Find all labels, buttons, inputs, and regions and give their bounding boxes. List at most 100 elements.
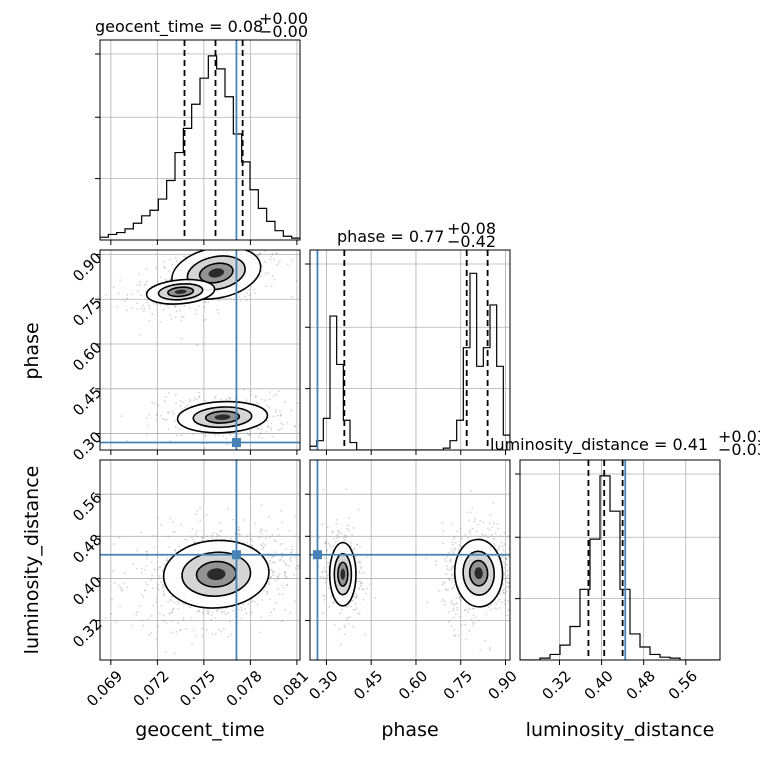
sample-point bbox=[240, 606, 243, 609]
sample-point bbox=[324, 578, 327, 581]
sample-point bbox=[144, 589, 147, 592]
sample-point bbox=[161, 584, 164, 586]
sample-point bbox=[257, 427, 259, 430]
x-tick-label: 0.75 bbox=[440, 667, 476, 703]
sample-point bbox=[182, 619, 185, 622]
sample-point bbox=[354, 596, 357, 599]
sample-point bbox=[156, 568, 159, 571]
sample-point bbox=[180, 523, 182, 526]
sample-point bbox=[277, 261, 280, 264]
sample-point bbox=[139, 280, 141, 283]
sample-point bbox=[477, 523, 479, 526]
sample-point bbox=[470, 490, 473, 493]
sample-point bbox=[285, 564, 288, 567]
sample-point bbox=[352, 548, 354, 551]
sample-point bbox=[146, 618, 149, 621]
sample-point bbox=[453, 635, 456, 637]
sample-point bbox=[161, 586, 164, 589]
sample-point bbox=[441, 521, 444, 524]
sample-point bbox=[326, 574, 329, 577]
sample-point bbox=[290, 545, 293, 548]
sample-point bbox=[250, 611, 253, 613]
sample-point bbox=[192, 629, 195, 632]
sample-point bbox=[141, 567, 143, 570]
sample-point bbox=[165, 559, 168, 562]
sample-point bbox=[498, 598, 501, 601]
sample-point bbox=[506, 614, 509, 617]
sample-point bbox=[323, 583, 325, 585]
sample-point bbox=[159, 566, 162, 568]
sample-point bbox=[189, 398, 192, 401]
sample-point bbox=[260, 544, 262, 546]
sample-point bbox=[450, 599, 453, 602]
sample-point bbox=[506, 569, 509, 572]
sample-point bbox=[175, 393, 177, 396]
sample-point bbox=[340, 532, 343, 534]
sample-point bbox=[221, 248, 223, 250]
sample-point bbox=[259, 631, 262, 634]
sample-point bbox=[485, 613, 488, 616]
sample-point bbox=[505, 564, 508, 566]
sample-point bbox=[335, 523, 338, 526]
x-tick-label: 0.078 bbox=[223, 667, 266, 710]
sample-point bbox=[250, 544, 253, 547]
sample-point bbox=[136, 283, 139, 286]
sample-point bbox=[177, 622, 179, 624]
sample-point bbox=[159, 320, 162, 323]
scatter-panel-content bbox=[100, 228, 303, 450]
sample-point bbox=[457, 593, 460, 595]
hist-step-line bbox=[100, 55, 300, 240]
sample-point bbox=[142, 624, 145, 627]
sample-point bbox=[457, 634, 460, 637]
sample-point bbox=[182, 617, 185, 620]
sample-point bbox=[274, 551, 277, 553]
sample-point bbox=[150, 577, 153, 580]
sample-point bbox=[216, 610, 219, 613]
sample-point bbox=[160, 414, 163, 417]
sample-point bbox=[112, 570, 114, 572]
sample-point bbox=[521, 609, 523, 611]
sample-point bbox=[464, 623, 466, 626]
sample-point bbox=[274, 601, 277, 604]
sample-point bbox=[270, 427, 272, 430]
sample-point bbox=[479, 649, 482, 652]
sample-point bbox=[122, 582, 125, 585]
sample-point bbox=[278, 559, 281, 561]
sample-point bbox=[471, 621, 474, 624]
sample-point bbox=[220, 609, 223, 612]
sample-point bbox=[507, 535, 510, 538]
sample-point bbox=[264, 261, 267, 263]
sample-point bbox=[487, 527, 489, 530]
sample-point bbox=[260, 398, 263, 401]
sample-point bbox=[327, 565, 329, 568]
sample-point bbox=[358, 572, 361, 575]
sample-point bbox=[277, 390, 280, 393]
sample-point bbox=[301, 409, 303, 411]
sample-point bbox=[469, 528, 472, 531]
sample-point bbox=[259, 530, 261, 533]
sample-point bbox=[337, 536, 340, 539]
sample-point bbox=[96, 553, 98, 555]
sample-point bbox=[240, 609, 243, 612]
sample-point bbox=[196, 509, 199, 512]
sample-point bbox=[152, 604, 155, 607]
sample-point bbox=[191, 433, 194, 436]
sample-point bbox=[243, 388, 245, 391]
sample-point bbox=[201, 536, 204, 539]
sample-point bbox=[505, 557, 508, 560]
sample-point bbox=[155, 638, 158, 641]
sample-point bbox=[453, 547, 456, 550]
sample-point bbox=[145, 283, 147, 286]
sample-point bbox=[260, 532, 263, 535]
sample-point bbox=[254, 395, 257, 398]
sample-point bbox=[227, 507, 230, 510]
sample-point bbox=[105, 617, 107, 619]
sample-point bbox=[171, 610, 174, 613]
sample-point bbox=[269, 232, 271, 234]
sample-point bbox=[226, 228, 228, 230]
sample-point bbox=[190, 246, 192, 248]
sample-point bbox=[215, 535, 218, 538]
sample-point bbox=[265, 235, 267, 237]
